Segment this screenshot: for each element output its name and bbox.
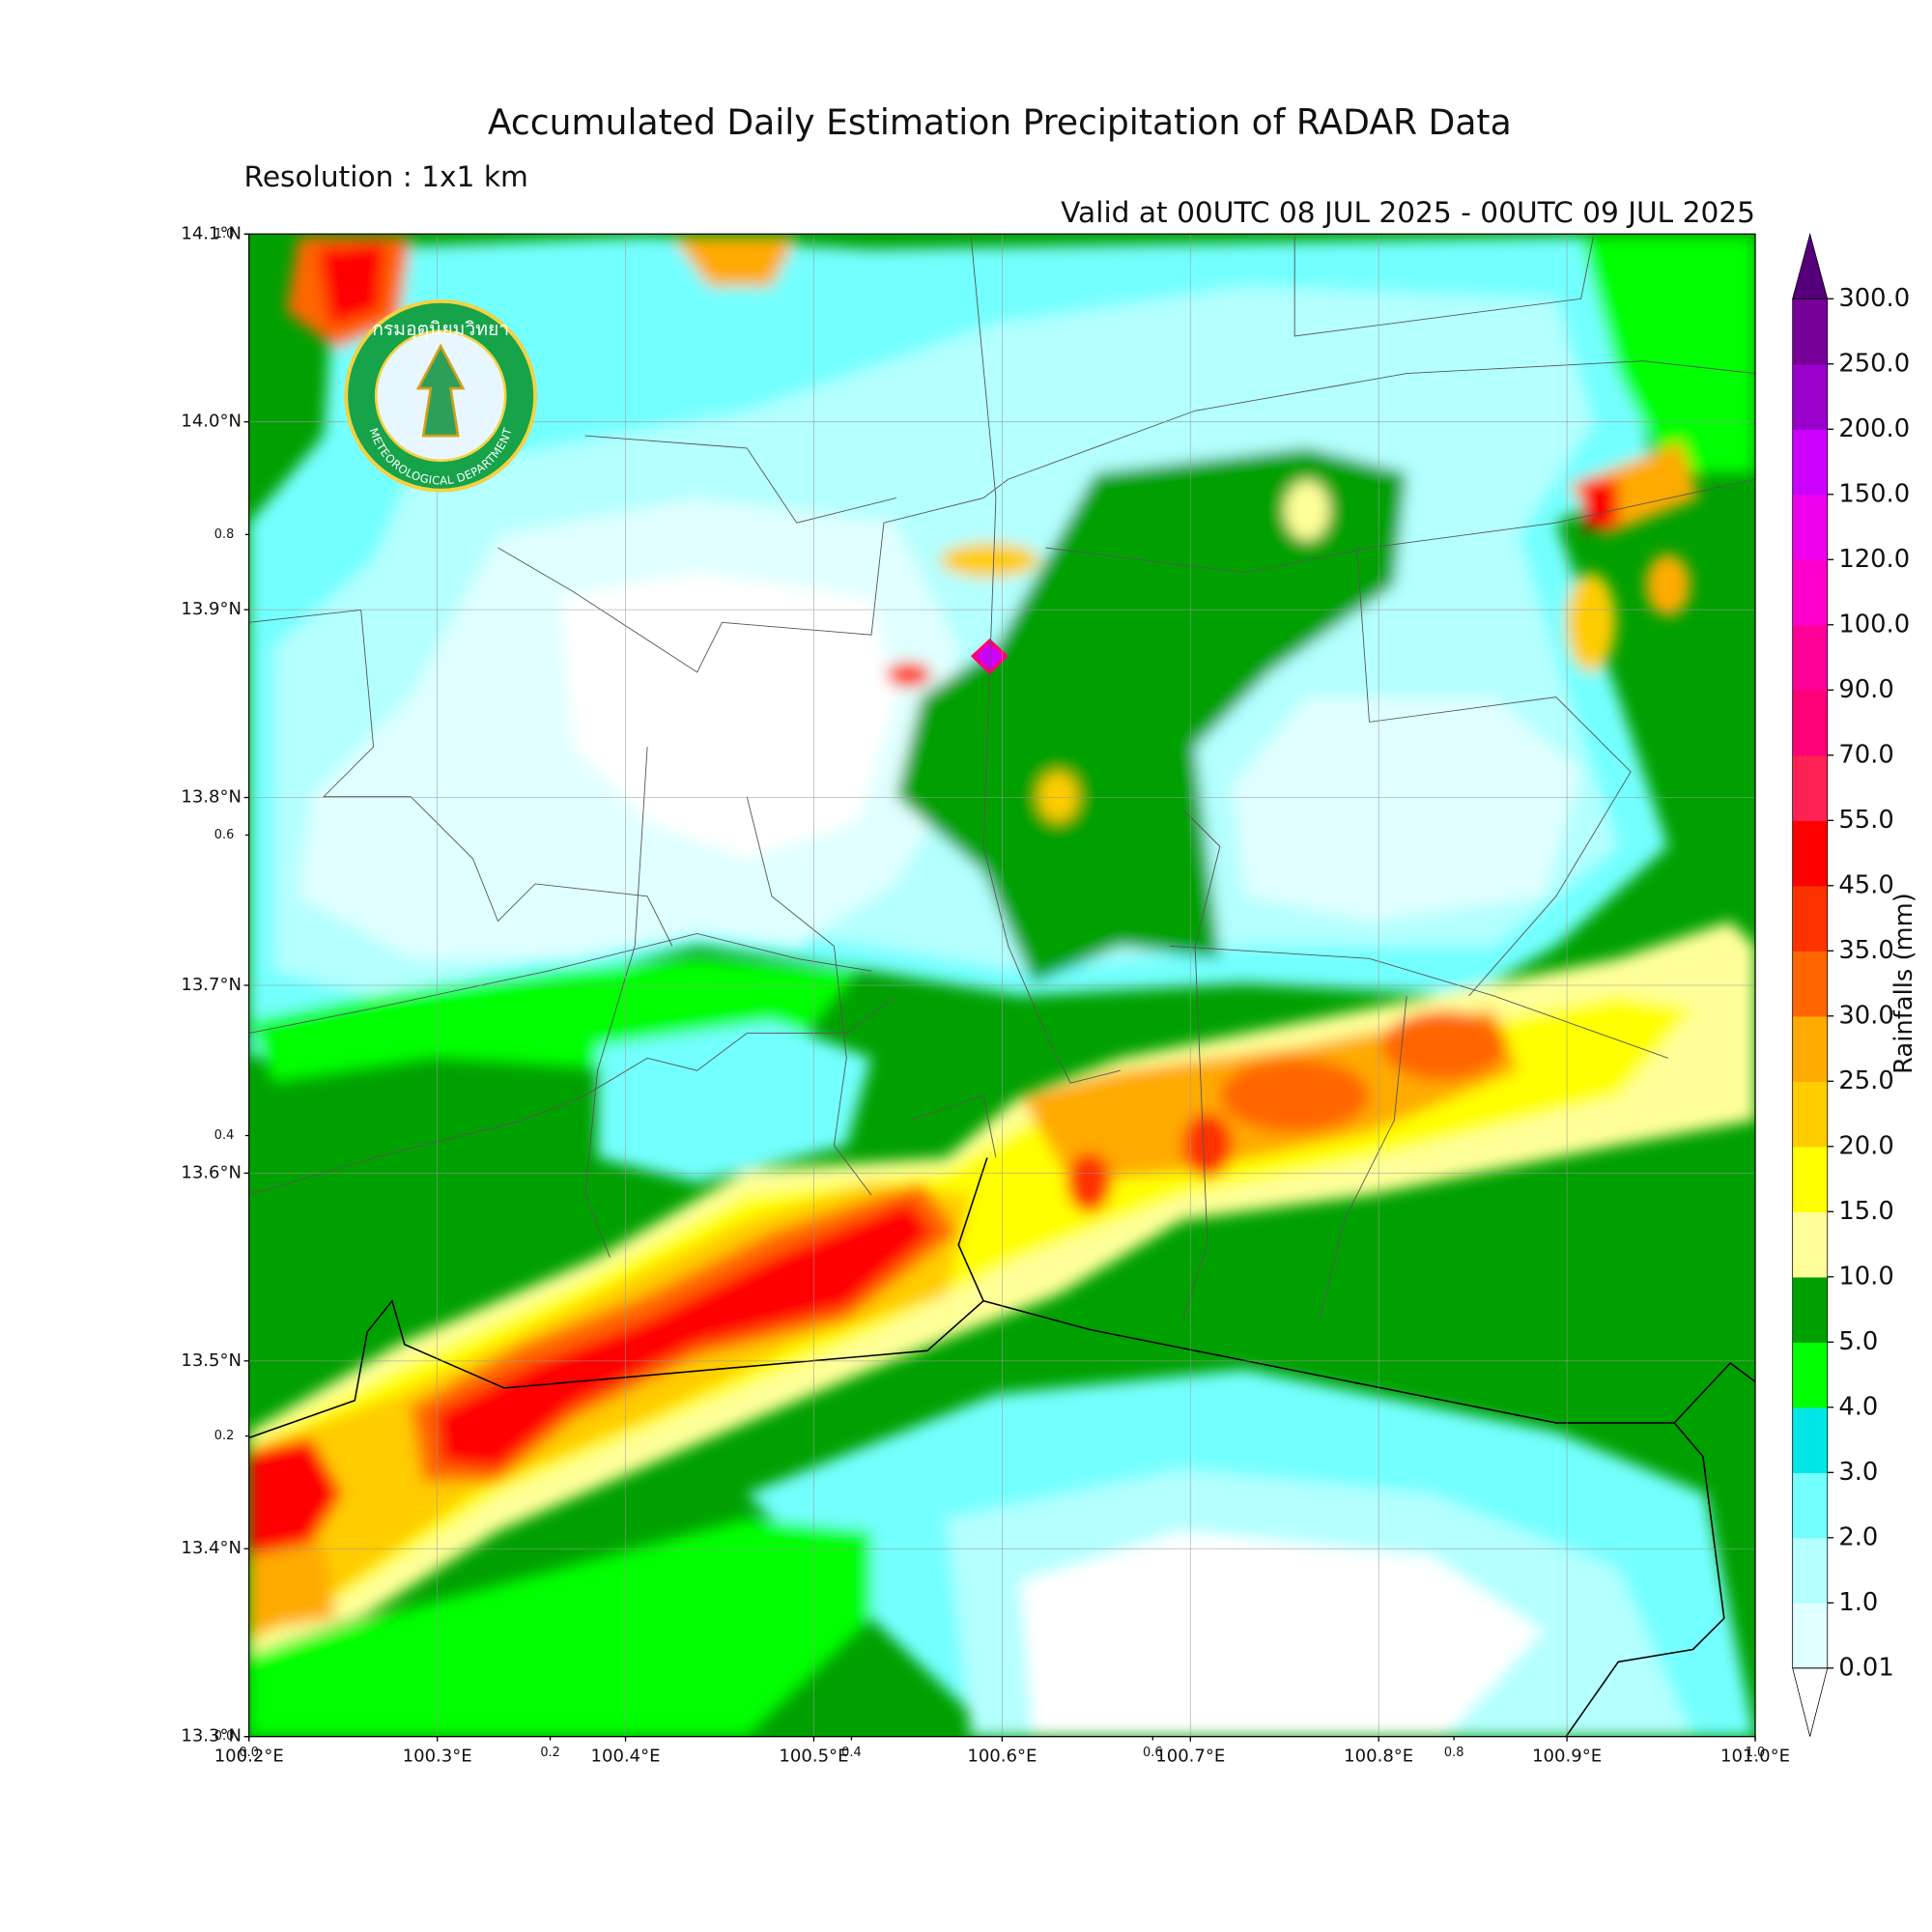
x-tick-label: 100.8°E xyxy=(1344,1746,1413,1766)
x-tick-label: 100.6°E xyxy=(967,1746,1037,1766)
colorbar-tick-label: 55.0 xyxy=(1838,806,1893,835)
frame-x-tick-label: 1.0 xyxy=(1746,1746,1765,1760)
colorbar-segment xyxy=(1792,951,1828,1017)
colorbar-segment xyxy=(1792,690,1828,756)
frame-x-tick-label: 0.2 xyxy=(540,1746,559,1760)
colorbar-segment xyxy=(1792,363,1828,430)
colorbar-segment xyxy=(1792,624,1828,691)
colorbar-segment xyxy=(1792,429,1828,496)
colorbar-tick-label: 200.0 xyxy=(1838,414,1910,443)
frame-x-tick-label: 0.4 xyxy=(841,1746,861,1760)
colorbar-tick-label: 20.0 xyxy=(1838,1131,1893,1160)
axes: 100.2°E 100.3°E 100.4°E 100.5°E 100.6°E 100.7… xyxy=(181,223,1790,1766)
frame-y-tick-label: 0.8 xyxy=(214,527,234,542)
colorbar-segment xyxy=(1792,1537,1828,1604)
x-tick-label: 100.4°E xyxy=(591,1746,661,1766)
colorbar-tick-label: 4.0 xyxy=(1838,1392,1878,1421)
frame-y-tick-label: 0.4 xyxy=(214,1128,234,1143)
coastline xyxy=(248,1157,1756,1737)
colorbar-segment xyxy=(1792,1276,1828,1343)
y-tick-label: 13.4°N xyxy=(181,1538,242,1558)
colorbar-segment xyxy=(1792,1406,1828,1473)
colorbar-segment xyxy=(1792,1342,1828,1408)
colorbar-segment xyxy=(1792,1015,1828,1082)
colorbar: 0.01 1.0 2.0 3.0 4.0 5.0 10.0 15.0 20.0 25.0 30.0 3… xyxy=(1792,232,1918,1737)
frame-y-tick-label: 0.6 xyxy=(214,828,234,842)
colorbar-tick-label: 25.0 xyxy=(1838,1066,1893,1095)
colorbar-segment xyxy=(1792,1146,1828,1212)
colorbar-segment xyxy=(1792,885,1828,952)
colorbar-label: Rainfalls (mm) xyxy=(1889,893,1918,1074)
y-tick-label: 13.6°N xyxy=(181,1162,242,1182)
logo: กรมอุตุนิยมวิทยา METEOROLOGICAL DEPARTME… xyxy=(344,298,538,493)
frame-y-tick-label: 0.2 xyxy=(214,1429,234,1443)
colorbar-tick-label: 100.0 xyxy=(1838,610,1910,639)
y-tick-label: 14.0°N xyxy=(181,412,242,432)
valid-time: Valid at 00UTC 08 JUL 2025 - 00UTC 09 JU… xyxy=(1061,195,1755,229)
y-tick-label: 13.5°N xyxy=(181,1350,242,1371)
colorbar-tick-label: 30.0 xyxy=(1838,1001,1893,1030)
colorbar-segment xyxy=(1792,1472,1828,1539)
colorbar-tick-label: 15.0 xyxy=(1838,1197,1893,1226)
y-tick-label: 13.9°N xyxy=(181,599,242,619)
y-tick-label: 13.8°N xyxy=(181,787,242,808)
colorbar-tick-label: 35.0 xyxy=(1838,936,1893,965)
colorbar-tick-label: 2.0 xyxy=(1838,1522,1878,1551)
colorbar-tick-label: 3.0 xyxy=(1838,1458,1878,1487)
y-tick-label: 14.1°N xyxy=(181,223,242,243)
colorbar-tick-label: 10.0 xyxy=(1838,1262,1893,1291)
colorbar-tick-label: 1.0 xyxy=(1838,1588,1878,1617)
y-tick-label: 13.3°N xyxy=(181,1726,242,1747)
logo-thai: กรมอุตุนิยมวิทยา xyxy=(372,318,509,341)
colorbar-under xyxy=(1792,1667,1829,1737)
x-tick-label: 101.0°E xyxy=(1720,1746,1790,1766)
colorbar-tick-label: 300.0 xyxy=(1838,284,1910,313)
x-tick-label: 100.5°E xyxy=(779,1746,848,1766)
colorbar-tick-label: 5.0 xyxy=(1838,1327,1878,1356)
colorbar-tick-label: 45.0 xyxy=(1838,870,1893,899)
colorbar-segment xyxy=(1792,1211,1828,1278)
x-tick-label: 100.2°E xyxy=(214,1746,284,1766)
colorbar-segment xyxy=(1792,1603,1828,1669)
colorbar-tick-label: 90.0 xyxy=(1838,675,1893,704)
colorbar-tick-label: 70.0 xyxy=(1838,740,1893,769)
x-tick-label: 100.9°E xyxy=(1532,1746,1602,1766)
colorbar-segment xyxy=(1792,1081,1828,1148)
colorbar-segment xyxy=(1792,298,1828,365)
colorbar-segment xyxy=(1792,494,1828,560)
frame-y-tick-label: 0.0 xyxy=(214,1729,234,1744)
colorbar-segment xyxy=(1792,559,1828,626)
logo-figure xyxy=(415,343,466,438)
colorbar-tick-label: 250.0 xyxy=(1838,349,1910,378)
colorbar-segment xyxy=(1792,820,1828,887)
x-tick-label: 100.3°E xyxy=(403,1746,472,1766)
colorbar-over xyxy=(1792,232,1829,299)
district-boundaries xyxy=(248,236,1756,1321)
frame-x-tick-label: 0.0 xyxy=(239,1746,258,1760)
colorbar-tick-label: 150.0 xyxy=(1838,479,1910,508)
colorbar-frame xyxy=(1792,298,1829,1669)
frame-x-tick-label: 0.6 xyxy=(1143,1746,1162,1760)
resolution: Resolution : 1x1 km xyxy=(244,159,528,193)
colorbar-tick-label: 120.0 xyxy=(1838,545,1910,574)
frame-y-tick-label: 1.0 xyxy=(214,227,234,242)
colorbar-segment xyxy=(1792,754,1828,821)
colorbar-tick-label: 0.01 xyxy=(1838,1653,1893,1682)
frame-x-tick-label: 0.8 xyxy=(1444,1746,1463,1760)
y-tick-label: 13.7°N xyxy=(181,975,242,995)
title: Accumulated Daily Estimation Precipitati… xyxy=(488,102,1512,143)
x-tick-label: 100.7°E xyxy=(1155,1746,1225,1766)
